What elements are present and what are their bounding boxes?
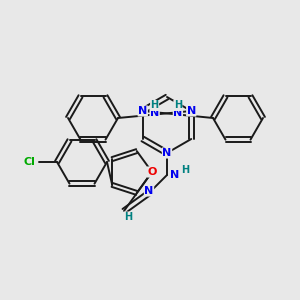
Text: H: H [174, 100, 182, 110]
Text: N: N [138, 106, 147, 116]
Text: H: H [124, 212, 132, 222]
Text: N: N [170, 170, 180, 180]
Text: N: N [173, 107, 182, 118]
Text: H: H [151, 100, 159, 110]
Text: Cl: Cl [23, 157, 35, 167]
Text: H: H [181, 165, 189, 175]
Text: N: N [150, 107, 159, 118]
Text: N: N [187, 106, 196, 116]
Text: N: N [144, 186, 154, 196]
Text: N: N [162, 148, 172, 158]
Text: O: O [147, 167, 157, 177]
